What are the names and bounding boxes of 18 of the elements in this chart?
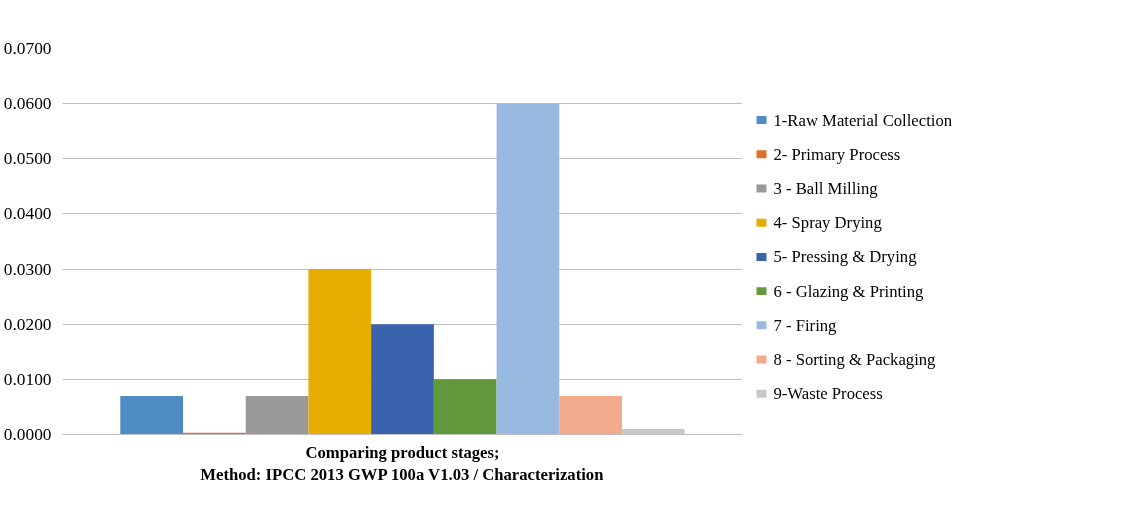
legend-label: 2- Primary Process	[773, 144, 901, 164]
legend-label: 1-Raw Material Collection	[773, 110, 953, 130]
y-tick-label: 0.0400	[3, 204, 52, 224]
legend-label: 5- Pressing & Drying	[773, 247, 918, 267]
y-tick-label: 0.0700	[3, 39, 52, 58]
legend-label: 4- Spray Drying	[773, 213, 883, 233]
legend-label: 8 - Sorting & Packaging	[773, 350, 937, 370]
y-tick-label: 0.0200	[3, 314, 52, 334]
legend-label: 3 - Ball Milling	[773, 179, 879, 199]
y-tick-label: 0.0300	[3, 259, 52, 279]
y-tick-label: 0.0600	[3, 94, 52, 114]
x-axis-title: Comparing product stages; Method: IPCC 2013 GWP 100a V1.03 / Characterization	[200, 442, 605, 485]
legend-label: 9-Waste Process	[773, 384, 883, 404]
y-tick-label: 0.0500	[3, 149, 52, 169]
y-tick-label: 0.0100	[3, 369, 52, 389]
legend-label: 6 - Glazing & Printing	[773, 281, 925, 301]
legend-label: 7 - Firing	[773, 315, 838, 335]
y-tick-label: 0.0000	[3, 425, 52, 444]
